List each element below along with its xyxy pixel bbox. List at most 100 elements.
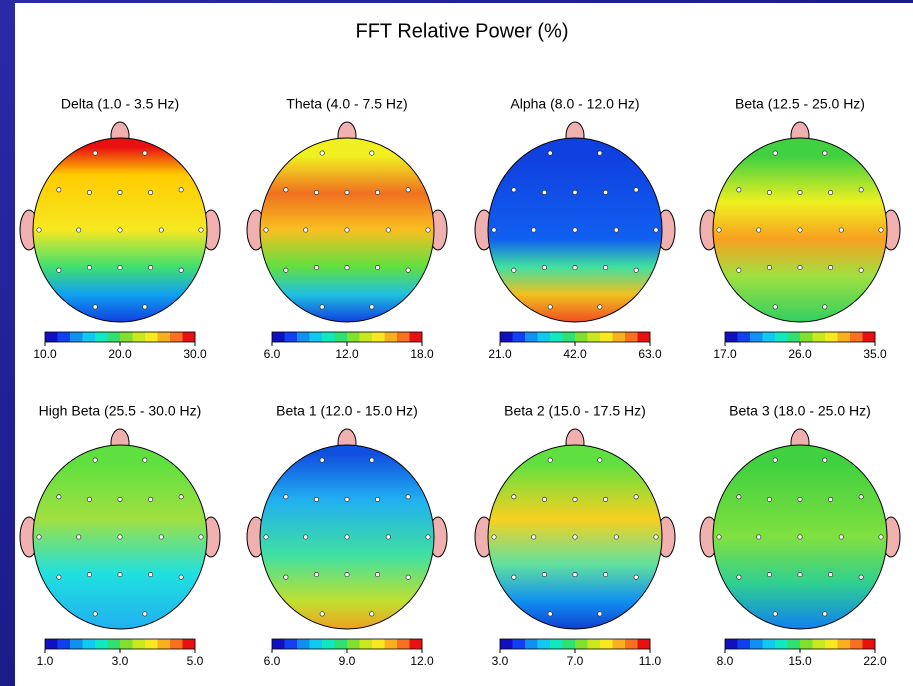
colorbar-segment <box>762 332 776 342</box>
colorbar-segment <box>625 639 638 649</box>
colorbar-segment <box>409 332 423 342</box>
electrode <box>756 534 762 540</box>
electrode <box>572 265 578 271</box>
electrode <box>511 494 517 500</box>
electrode <box>142 611 148 617</box>
colorbar-tick-label: 17.0 <box>713 347 737 361</box>
electrode <box>491 534 497 540</box>
colorbar-segment <box>347 332 360 342</box>
electrode <box>541 189 547 195</box>
colorbar-segment <box>775 639 788 649</box>
colorbar-segment <box>157 332 171 342</box>
colorbar-segment <box>409 639 423 649</box>
colorbar-segment <box>347 639 360 649</box>
colorbar-segment <box>737 332 751 342</box>
colorbar-segment <box>850 639 863 649</box>
electrode <box>117 572 123 578</box>
electrode <box>828 496 834 502</box>
map-label: Beta 3 (18.0 - 25.0 Hz) <box>729 403 871 419</box>
colorbar-tick-label: 63.0 <box>638 347 662 361</box>
electrode <box>597 457 603 463</box>
colorbar-segment <box>825 639 838 649</box>
colorbar-segment <box>575 639 588 649</box>
electrode <box>148 496 154 502</box>
colorbar-segment <box>787 332 801 342</box>
colorbar-segment <box>182 639 196 649</box>
electrode <box>597 150 603 156</box>
colorbar-segment <box>575 332 588 342</box>
electrode <box>56 494 62 500</box>
electrode <box>303 534 309 540</box>
electrode <box>369 457 375 463</box>
colorbar-segment <box>297 639 310 649</box>
electrode <box>319 611 325 617</box>
map-label: Beta 2 (15.0 - 17.5 Hz) <box>504 403 646 419</box>
map-label: Beta 1 (12.0 - 15.0 Hz) <box>276 403 418 419</box>
electrode <box>878 534 884 540</box>
electrode <box>405 574 411 580</box>
electrode <box>36 534 42 540</box>
colorbar-segment <box>600 639 613 649</box>
colorbar-segment <box>182 332 196 342</box>
colorbar-segment <box>550 332 563 342</box>
electrode <box>766 572 772 578</box>
electrode <box>344 496 350 502</box>
electrode <box>756 227 762 233</box>
colorbar-tick-label: 18.0 <box>410 347 434 361</box>
electrode <box>375 496 381 502</box>
colorbar-tick-label: 20.0 <box>108 347 132 361</box>
colorbar-segment <box>57 639 71 649</box>
electrode <box>319 304 325 310</box>
electrode <box>405 267 411 273</box>
electrode <box>313 572 319 578</box>
electrode <box>117 496 123 502</box>
colorbar-segment <box>309 639 323 649</box>
electrode <box>736 574 742 580</box>
electrode <box>405 187 411 193</box>
colorbar-segment <box>397 639 410 649</box>
electrode <box>572 534 578 540</box>
electrode <box>633 187 639 193</box>
electrode <box>572 227 578 233</box>
colorbar-tick-label: 12.0 <box>335 347 359 361</box>
electrode <box>572 496 578 502</box>
electrode <box>385 227 391 233</box>
electrode <box>375 572 381 578</box>
colorbar-segment <box>862 332 876 342</box>
colorbar-segment <box>637 332 651 342</box>
map-label: Theta (4.0 - 7.5 Hz) <box>286 96 407 112</box>
colorbar-tick-label: 7.0 <box>567 654 584 668</box>
colorbar-segment <box>862 639 876 649</box>
electrode <box>117 534 123 540</box>
colorbar-tick-label: 15.0 <box>788 654 812 668</box>
colorbar-tick-label: 6.0 <box>264 654 281 668</box>
electrode <box>822 611 828 617</box>
colorbar-segment <box>145 332 158 342</box>
colorbar-segment <box>550 639 563 649</box>
electrode <box>344 572 350 578</box>
colorbar-segment <box>525 332 538 342</box>
colorbar-segment <box>322 639 335 649</box>
colorbar-segment <box>800 332 813 342</box>
colorbar-segment <box>372 332 385 342</box>
electrode <box>716 227 722 233</box>
colorbar-segment <box>800 639 813 649</box>
electrode <box>822 304 828 310</box>
colorbar-segment <box>70 639 83 649</box>
colorbar-segment <box>537 639 551 649</box>
electrode <box>603 189 609 195</box>
colorbar-segment <box>297 332 310 342</box>
colorbar-tick-label: 1.0 <box>37 654 54 668</box>
colorbar-segment <box>70 332 83 342</box>
colorbar-segment <box>825 332 838 342</box>
colorbar-segment <box>95 639 108 649</box>
electrode <box>92 457 98 463</box>
colorbar-segment <box>157 639 171 649</box>
electrode <box>772 611 778 617</box>
electrode <box>344 265 350 271</box>
colorbar-segment <box>587 639 601 649</box>
colorbar-segment <box>512 639 526 649</box>
electrode <box>375 265 381 271</box>
colorbar-segment <box>837 639 851 649</box>
